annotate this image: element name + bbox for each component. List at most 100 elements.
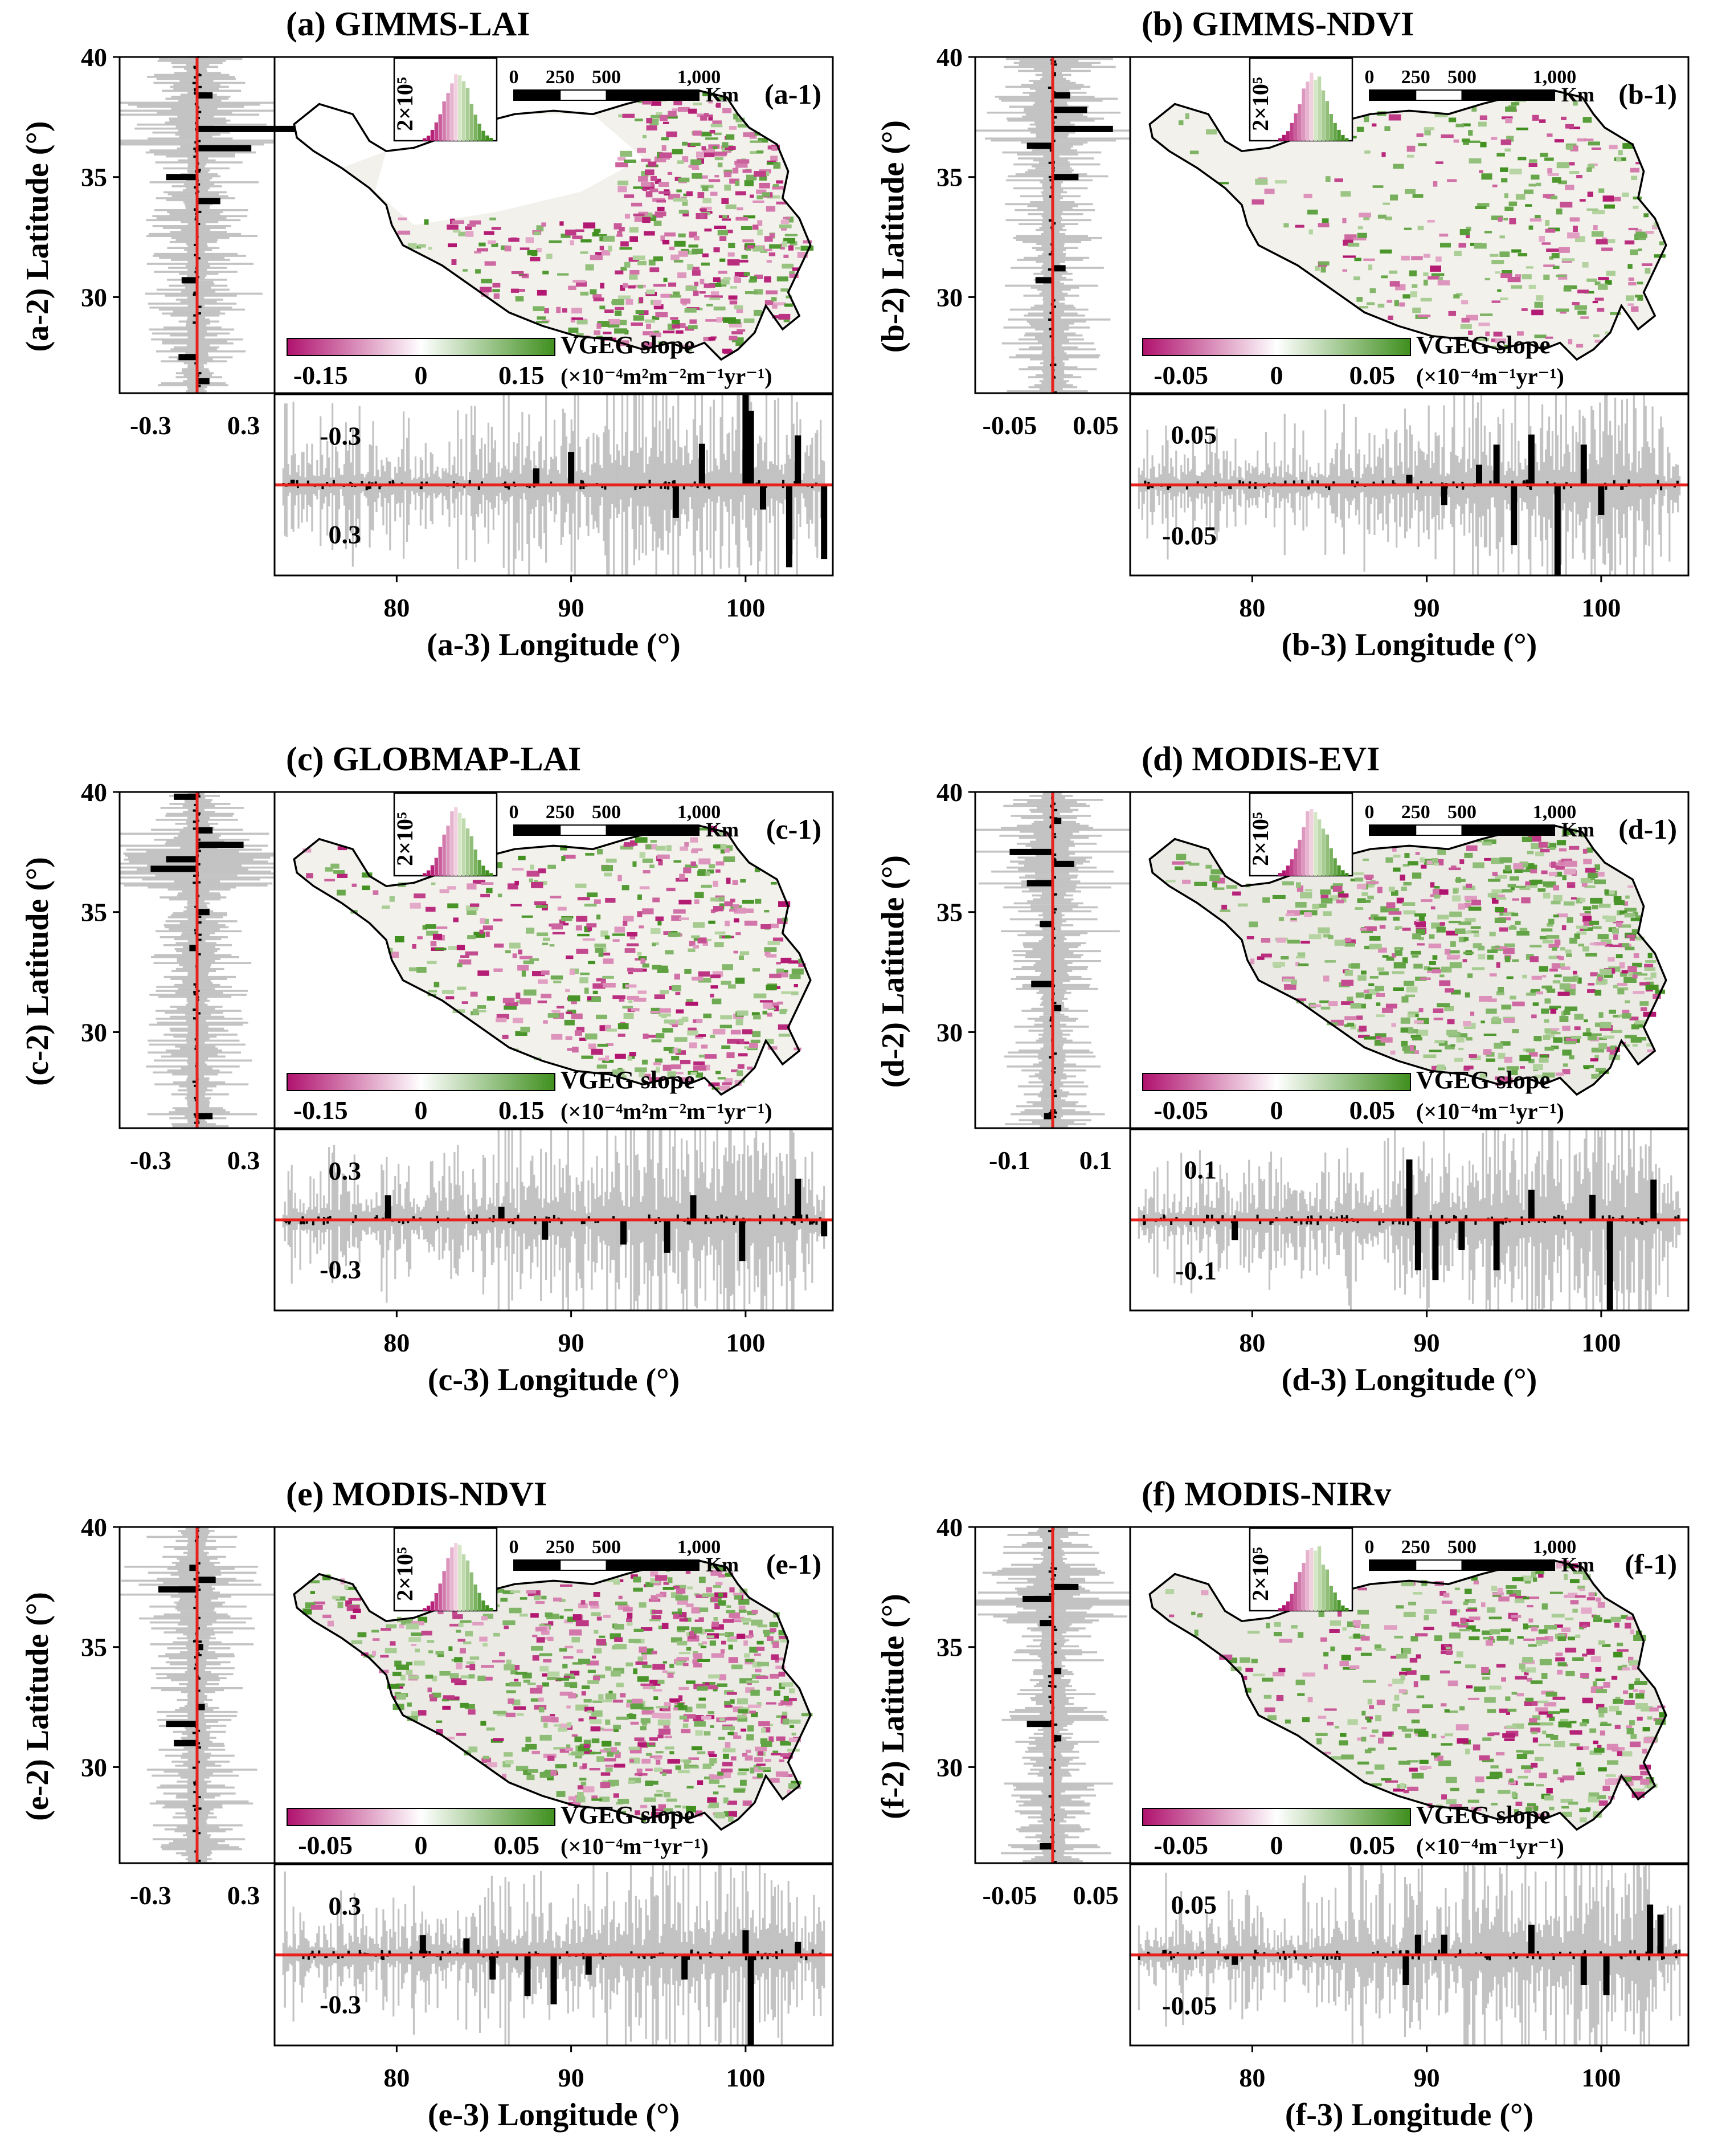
map-pixel (1312, 904, 1319, 909)
map-pixel (1428, 944, 1442, 949)
map-pixel (1393, 855, 1401, 858)
map-pixel (693, 1019, 699, 1023)
map-pixel (1562, 875, 1567, 880)
map-pixel (1480, 141, 1487, 148)
map-pixel (1364, 1036, 1376, 1040)
map-pixel (1471, 106, 1477, 112)
map-pixel (704, 152, 715, 157)
map-pixel (1484, 858, 1496, 861)
map-pixel (1552, 177, 1561, 183)
map-pixel (1584, 911, 1591, 915)
map-pixel (1341, 896, 1347, 903)
map-pixel (722, 348, 732, 354)
map-pixel (670, 254, 680, 260)
lon-axis-label: (b-3) Longitude (°) (1282, 627, 1537, 663)
lon-axes-frame (1129, 393, 1690, 577)
map-pixel (629, 1052, 636, 1056)
map-pixel (1406, 986, 1418, 993)
map-pixel (732, 880, 738, 885)
map-pixel (414, 893, 426, 899)
map-pixel (1659, 241, 1664, 246)
map-pixel (1500, 297, 1508, 300)
map-pixel (1455, 124, 1465, 128)
map-pixel (679, 917, 689, 920)
map-pixel (1408, 1011, 1419, 1014)
map-pixel (1522, 836, 1532, 842)
map-pixel (1445, 949, 1451, 955)
map-pixel (1619, 962, 1625, 969)
map-pixel (1404, 981, 1414, 986)
map-pixel (1401, 1040, 1408, 1047)
map-pixel (698, 1055, 705, 1057)
map-pixel (1623, 977, 1637, 983)
map-pixel (1429, 961, 1436, 965)
map-pixel (637, 911, 643, 917)
map-pixel (1405, 994, 1416, 998)
map-pixel (557, 906, 567, 911)
map-pixel (1409, 270, 1417, 276)
map-pixel (1551, 253, 1560, 259)
map-pixel (1307, 910, 1318, 916)
map-pixel (1498, 987, 1504, 993)
map-pixel (1598, 1071, 1609, 1074)
map-pixel (537, 1001, 547, 1003)
map-pixel (1625, 946, 1635, 950)
map-pixel (688, 325, 698, 329)
lat-xtick-label: 0.1 (1079, 1146, 1113, 1175)
map-pixel (1463, 937, 1469, 941)
map-pixel (1526, 993, 1536, 996)
map-pixel (646, 289, 655, 295)
map-pixel (1529, 956, 1539, 962)
map-pixel (1262, 897, 1270, 903)
map-pixel (1594, 340, 1604, 343)
map-pixel (772, 937, 784, 942)
colorbar-tick-label: -0.15 (293, 361, 348, 390)
map-pixel (1385, 217, 1392, 220)
map-pixel (1390, 1050, 1396, 1055)
map-pixel (1590, 897, 1603, 904)
map-pixel (641, 342, 654, 349)
map-pixel (1308, 934, 1322, 940)
map-pixel (1645, 985, 1659, 990)
map-pixel (1526, 863, 1535, 869)
map-pixel (732, 168, 739, 174)
map-pixel (752, 224, 759, 230)
map-pixel (729, 336, 738, 341)
map-outline (293, 89, 812, 361)
map-pixel (337, 846, 347, 851)
map-pixel (772, 304, 778, 309)
map-pixel (1569, 171, 1580, 174)
scale-bar-tick-label: 0 (1365, 802, 1375, 823)
map-pixel (592, 232, 599, 236)
map-pixel (568, 327, 579, 333)
map-pixel (1356, 126, 1364, 132)
map-pixel (1495, 875, 1507, 879)
map-pixel (581, 1055, 594, 1059)
map-pixel (1569, 126, 1581, 129)
map-pixel (1432, 955, 1438, 960)
map-pixel (1547, 843, 1557, 848)
map-pixel (1602, 1035, 1614, 1039)
map-pixel (672, 985, 681, 991)
map-pixel (671, 1056, 680, 1061)
map-pixel (723, 277, 731, 280)
map-pixel (685, 1002, 698, 1006)
map-pixel (1402, 1046, 1411, 1051)
map-pixel (432, 933, 442, 940)
map-pixel (659, 152, 672, 158)
map-pixel (1454, 928, 1466, 934)
map-pixel (1368, 983, 1375, 986)
map-pixel (678, 1018, 684, 1024)
map-pixel (1376, 1014, 1385, 1018)
map-pixel (1596, 979, 1608, 985)
map-pixel (1577, 311, 1587, 315)
map-pixel (1568, 339, 1573, 345)
histogram-bar (1321, 828, 1326, 876)
histogram-bar (1298, 839, 1302, 876)
map-pixel (608, 319, 620, 325)
map-pixel (1590, 972, 1598, 977)
colorbar-label: VGEG slope (1416, 331, 1551, 359)
map-pixel (725, 134, 735, 140)
map-pixel (642, 134, 647, 138)
map-pixel (1639, 982, 1650, 986)
